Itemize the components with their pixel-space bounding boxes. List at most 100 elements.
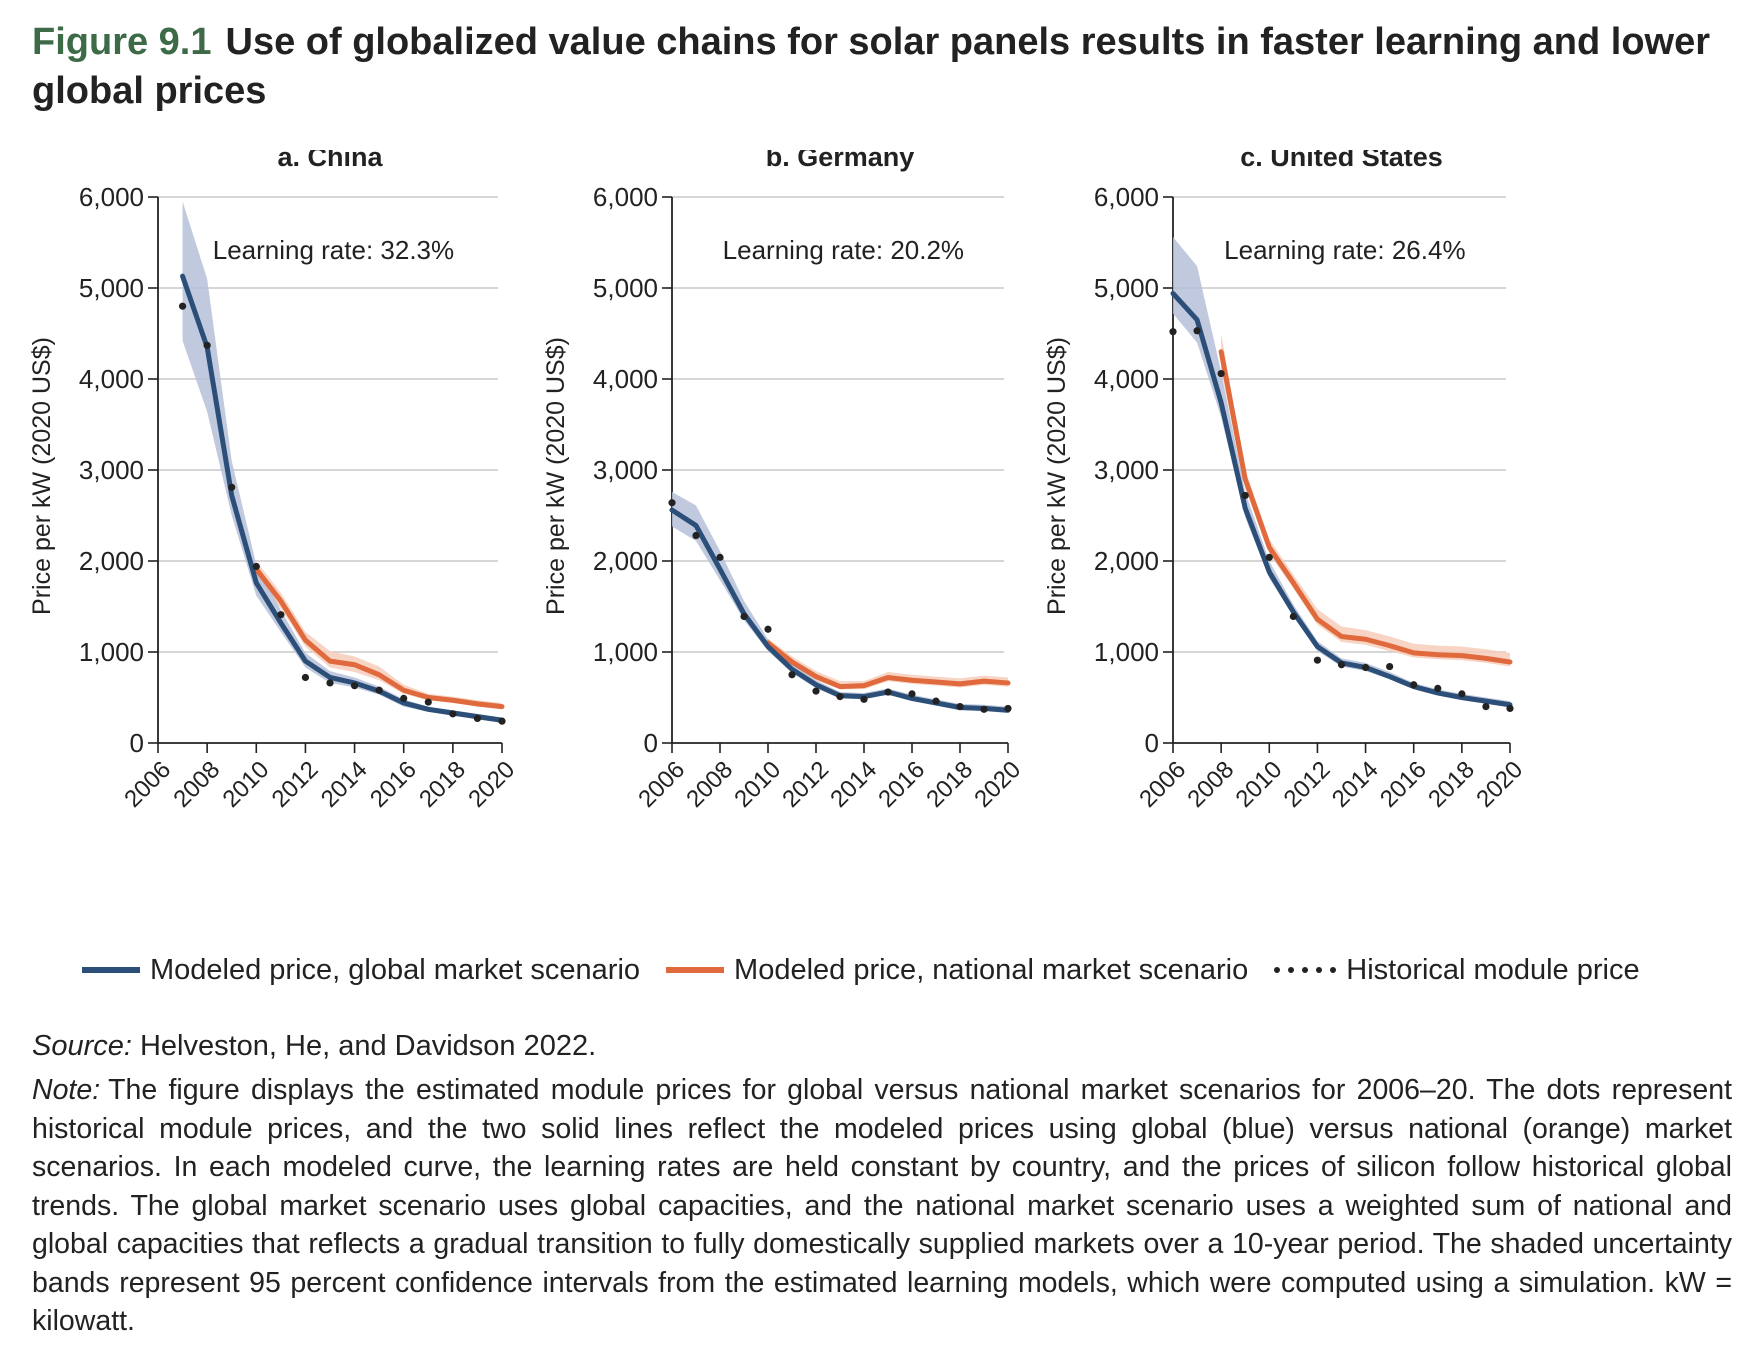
- x-tick-label: 2014: [316, 756, 373, 813]
- source-label: Source:: [32, 1030, 132, 1062]
- historical-point: [1458, 690, 1466, 698]
- y-tick-label: 1,000: [79, 637, 144, 667]
- learning-rate-annotation: Learning rate: 20.2%: [723, 235, 964, 265]
- x-tick-label: 2010: [1231, 756, 1288, 813]
- y-axis-label: Price per kW (2020 US$): [542, 337, 570, 615]
- historical-point: [1289, 612, 1297, 621]
- historical-point: [1004, 704, 1012, 713]
- national-line: [1218, 349, 1513, 665]
- legend-swatch-historical: [1274, 967, 1337, 973]
- y-tick-label: 2,000: [593, 546, 658, 576]
- national-band: [768, 638, 1008, 690]
- historical-point: [1434, 684, 1442, 693]
- panel-title: c. United States: [1240, 150, 1443, 172]
- x-tick-label: 2020: [1471, 756, 1528, 813]
- historical-point: [884, 688, 892, 696]
- historical-point: [498, 717, 506, 725]
- y-tick-label: 1,000: [1094, 637, 1159, 667]
- historical-point: [812, 687, 820, 695]
- legend-label-global: Modeled price, global market scenario: [150, 953, 641, 986]
- source-text: Helveston, He, and Davidson 2022.: [139, 1030, 597, 1062]
- y-tick-label: 4,000: [1094, 364, 1159, 394]
- national-band: [1221, 333, 1510, 667]
- chart-panel-1: 01,0002,0003,0004,0005,0006,000200620082…: [28, 150, 520, 813]
- global-line: [180, 273, 505, 723]
- note-text: The figure displays the estimated module…: [32, 1074, 1732, 1337]
- x-tick-label: 2008: [1182, 756, 1239, 813]
- historical-point: [473, 714, 482, 723]
- historical-point: [449, 710, 457, 718]
- y-tick-label: 3,000: [593, 455, 658, 485]
- x-tick-label: 2020: [463, 756, 520, 813]
- historical-point: [178, 302, 187, 310]
- historical-point: [203, 341, 211, 349]
- figure-title-text: Use of globalized value chains for solar…: [32, 21, 1711, 112]
- national-line: [765, 640, 1011, 690]
- historical-point: [375, 686, 383, 694]
- historical-point: [668, 499, 676, 507]
- note-paragraph: Note: The figure displays the estimated m…: [32, 1071, 1732, 1341]
- historical-point: [326, 679, 334, 687]
- legend-label-historical: Historical module price: [1346, 953, 1640, 986]
- legend-item-global: Modeled price, global market scenario: [82, 954, 640, 987]
- historical-point: [1217, 369, 1225, 378]
- legend-label-national: Modeled price, national market scenario: [734, 953, 1249, 986]
- legend-item-historical: Historical module price: [1274, 953, 1640, 987]
- y-tick-label: 0: [644, 728, 658, 758]
- x-tick-label: 2006: [1134, 756, 1191, 813]
- y-tick-label: 0: [1145, 728, 1159, 758]
- legend: Modeled price, global market scenario Mo…: [82, 950, 1722, 990]
- y-axis-label: Price per kW (2020 US$): [1043, 337, 1071, 615]
- historical-point: [980, 705, 988, 713]
- historical-point: [1169, 328, 1177, 336]
- y-tick-label: 6,000: [593, 182, 658, 212]
- x-tick-label: 2006: [119, 756, 176, 813]
- source-line: Source: Helveston, He, and Davidson 2022.: [32, 1027, 1732, 1065]
- figure-number: Figure 9.1: [32, 21, 212, 63]
- y-tick-label: 5,000: [1094, 273, 1159, 303]
- note-label: Note:: [32, 1074, 101, 1106]
- x-tick-label: 2016: [365, 756, 422, 813]
- legend-swatch-national: [666, 967, 725, 973]
- historical-point: [1482, 703, 1490, 711]
- x-tick-label: 2012: [1279, 756, 1336, 813]
- x-tick-label: 2010: [729, 756, 786, 813]
- y-tick-label: 4,000: [593, 364, 658, 394]
- historical-point: [908, 690, 916, 698]
- historical-point: [400, 694, 408, 703]
- x-tick-label: 2020: [969, 756, 1026, 813]
- x-tick-label: 2016: [873, 756, 930, 813]
- figure-title: Figure 9.1 Use of globalized value chains…: [32, 18, 1732, 116]
- x-tick-label: 2018: [921, 756, 978, 813]
- x-tick-label: 2012: [267, 756, 324, 813]
- x-tick-label: 2018: [414, 756, 471, 813]
- x-tick-label: 2008: [168, 756, 225, 813]
- x-tick-label: 2010: [218, 756, 275, 813]
- historical-point: [1337, 661, 1346, 669]
- historical-point: [1313, 656, 1322, 664]
- historical-point: [740, 612, 748, 621]
- x-tick-label: 2016: [1375, 756, 1432, 813]
- historical-point: [764, 625, 772, 633]
- historical-point: [1410, 681, 1418, 689]
- learning-rate-annotation: Learning rate: 26.4%: [1224, 235, 1465, 265]
- y-tick-label: 6,000: [79, 182, 144, 212]
- global-band: [1173, 237, 1510, 708]
- historical-point: [1361, 663, 1370, 672]
- historical-point: [1241, 491, 1249, 500]
- global-band: [182, 201, 503, 723]
- historical-point: [956, 703, 964, 711]
- national-band: [256, 561, 502, 710]
- historical-point: [277, 611, 285, 619]
- y-tick-label: 3,000: [79, 455, 144, 485]
- legend-swatch-global: [82, 967, 140, 973]
- national-line: [253, 566, 505, 710]
- historical-point: [716, 553, 724, 561]
- historical-point: [932, 697, 940, 705]
- y-axis-label: Price per kW (2020 US$): [28, 337, 56, 615]
- y-tick-label: 2,000: [79, 546, 144, 576]
- historical-point: [1265, 553, 1273, 561]
- historical-point: [1506, 704, 1514, 713]
- historical-point: [1193, 327, 1201, 335]
- legend-item-national: Modeled price, national market scenario: [666, 954, 1248, 987]
